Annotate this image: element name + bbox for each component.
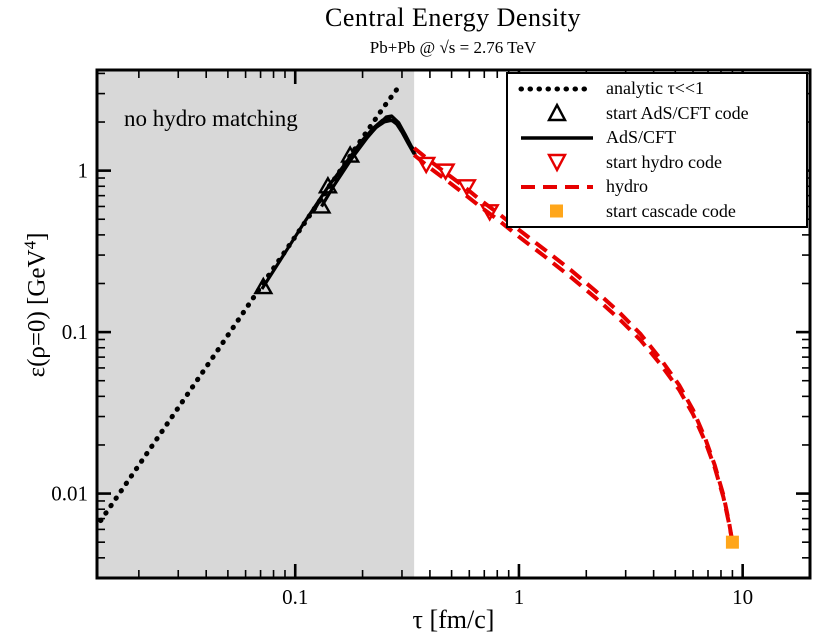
x-tick-label: 1 [514, 585, 525, 609]
y-tick-label: 0.1 [62, 320, 88, 344]
y-tick-label: 1 [78, 159, 89, 183]
legend-item-3: start hydro code [508, 150, 806, 174]
triangle-down-icon [508, 151, 606, 173]
triangle-down-marker [479, 204, 500, 222]
legend-item-0: analytic τ<<1 [508, 77, 806, 101]
triangle-down-marker [416, 156, 437, 175]
legend-label: start cascade code [606, 200, 736, 221]
triangle-up-icon [508, 102, 606, 124]
no-hydro-matching-region [97, 70, 415, 578]
legend: analytic τ<<1 start AdS/CFT code AdS/CFT st… [506, 72, 808, 228]
dotted-icon [508, 78, 606, 100]
chart-title: Central Energy Density [324, 3, 582, 32]
legend-item-5: start cascade code [508, 199, 806, 223]
series-dashed-5 [412, 146, 735, 543]
triangle-down-marker [435, 163, 456, 182]
legend-item-4: hydro [508, 175, 806, 199]
legend-item-1: start AdS/CFT code [508, 101, 806, 125]
square-icon [508, 200, 606, 222]
legend-label: start AdS/CFT code [606, 102, 749, 123]
legend-label: start hydro code [606, 151, 722, 172]
x-tick-label: 0.1 [282, 585, 308, 609]
square-marker [725, 535, 739, 549]
y-axis-label: ε(ρ=0) [GeV4] [20, 233, 51, 378]
triangle-up-marker [311, 196, 332, 214]
legend-label: analytic τ<<1 [606, 78, 705, 99]
chart-subtitle: Pb+Pb @ √s = 2.76 TeV [369, 38, 537, 57]
y-axis-label-exponent: 4 [20, 240, 40, 250]
plot-frame [95, 68, 812, 580]
y-tick-label: 0.01 [51, 482, 88, 506]
triangle-up-marker [340, 145, 361, 163]
triangle-up-marker [317, 175, 338, 194]
legend-label: AdS/CFT [606, 127, 677, 148]
dashed-icon [508, 176, 606, 198]
y-axis-label-text: ε(ρ=0) [GeV [23, 249, 51, 378]
triangle-up-marker [253, 276, 274, 295]
x-tick-label: 10 [732, 585, 753, 609]
line-icon [508, 127, 606, 149]
legend-item-2: AdS/CFT [508, 126, 806, 150]
annotation-no-hydro-matching: no hydro matching [124, 106, 298, 131]
x-axis-label: τ [fm/c] [412, 605, 495, 634]
series-dashed-4 [412, 153, 735, 543]
triangle-down-marker [456, 179, 477, 197]
y-axis-label-bracket: ] [23, 232, 51, 241]
legend-label: hydro [606, 176, 648, 197]
